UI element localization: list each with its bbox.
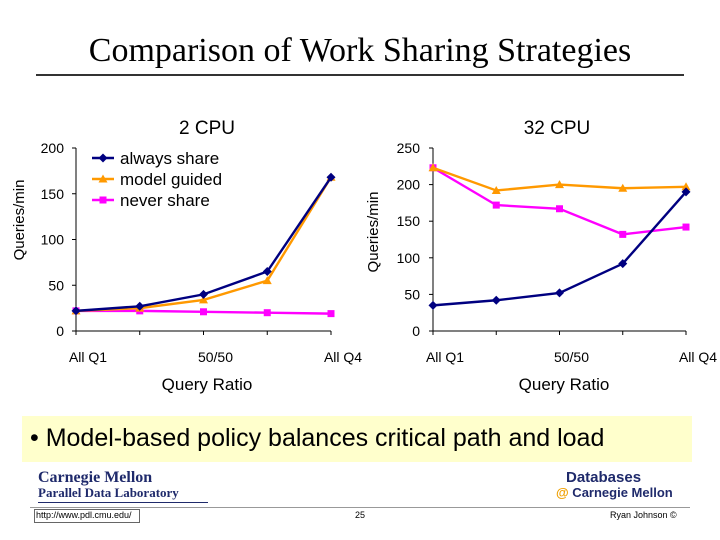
y-tick-label-left: 50 — [48, 277, 64, 293]
databases-cmu-logo: Databases @ Carnegie Mellon — [556, 470, 696, 500]
series-line-right — [432, 166, 687, 236]
bullet-callout: • Model-based policy balances critical p… — [22, 416, 692, 462]
db-logo-line1: Databases — [566, 469, 642, 486]
data-point-left — [327, 310, 335, 318]
y-tick-label-right: 150 — [397, 213, 421, 229]
x-tick-label-right: All Q1 — [426, 349, 464, 365]
legend-label-left: always share — [120, 149, 219, 168]
y-tick-label-left: 0 — [56, 323, 64, 339]
x-tick-label-right: 50/50 — [554, 349, 589, 365]
data-point-right — [619, 230, 627, 238]
data-point-right — [492, 201, 500, 209]
x-tick-label-left: All Q4 — [324, 349, 362, 365]
data-point-right — [491, 295, 501, 305]
y-tick-label-right: 0 — [412, 323, 420, 339]
data-point-right — [555, 288, 564, 298]
data-point-right — [618, 183, 628, 192]
legend-marker-left — [98, 153, 108, 163]
data-point-left — [263, 309, 271, 317]
title-underline — [36, 74, 684, 76]
data-point-right — [556, 205, 563, 213]
data-point-right — [428, 163, 438, 172]
data-point-left — [262, 267, 272, 277]
db-logo-at: @ — [556, 485, 569, 500]
footer-url-box — [34, 509, 140, 523]
x-axis-label-right: Query Ratio — [519, 375, 610, 394]
x-axis-label-left: Query Ratio — [162, 375, 253, 394]
x-tick-label-left: 50/50 — [198, 349, 233, 365]
y-tick-label-left: 150 — [41, 186, 65, 202]
data-point-left — [199, 295, 208, 304]
cmu-logo-line1: Carnegie Mellon — [38, 469, 153, 486]
slide-title: Comparison of Work Sharing Strategies — [88, 32, 632, 69]
y-tick-label-right: 200 — [397, 177, 421, 193]
legend-marker-left — [98, 174, 108, 183]
cmu-pdl-logo: Carnegie Mellon Parallel Data Laboratory — [38, 470, 208, 500]
y-axis-label-right: Queries/min — [365, 192, 382, 273]
legend-label-left: never share — [120, 191, 210, 210]
y-axis-label-left: Queries/min — [11, 180, 28, 261]
data-point-left — [199, 289, 208, 299]
data-point-right — [491, 185, 501, 194]
data-point-right — [618, 259, 628, 269]
legend-marker-left — [99, 196, 107, 204]
bullet-text: • Model-based policy balances critical p… — [30, 424, 605, 452]
y-tick-label-left: 100 — [41, 232, 65, 248]
cmu-logo-rule — [38, 502, 208, 503]
db-logo-line2-text: Carnegie Mellon — [568, 485, 673, 500]
data-point-left — [135, 301, 145, 311]
x-tick-label-left: All Q1 — [69, 349, 107, 365]
page-number: 25 — [355, 510, 366, 520]
x-tick-label-right: All Q4 — [679, 349, 717, 365]
y-tick-label-right: 250 — [397, 140, 421, 156]
y-tick-label-left: 200 — [41, 140, 65, 156]
cmu-logo-line2: Parallel Data Laboratory — [38, 485, 179, 500]
chart-title-left: 2 CPU — [179, 118, 235, 139]
footer-url: http://www.pdl.cmu.edu/ — [36, 510, 132, 520]
data-point-right — [681, 182, 691, 191]
data-point-left — [326, 172, 336, 182]
data-point-right — [555, 180, 564, 189]
db-logo-line2: @ Carnegie Mellon — [556, 485, 696, 500]
data-point-left — [200, 308, 207, 316]
footer-copyright: Ryan Johnson © — [610, 510, 677, 520]
legend-label-left: model guided — [120, 170, 222, 189]
y-tick-label-right: 100 — [397, 250, 421, 266]
data-point-right — [682, 223, 690, 231]
y-tick-label-right: 50 — [404, 286, 420, 302]
data-point-right — [681, 187, 691, 197]
data-point-right — [428, 300, 438, 310]
data-point-left — [71, 306, 81, 316]
chart-title-right: 32 CPU — [524, 118, 591, 139]
footer-rule — [30, 507, 690, 508]
data-point-left — [262, 276, 272, 285]
